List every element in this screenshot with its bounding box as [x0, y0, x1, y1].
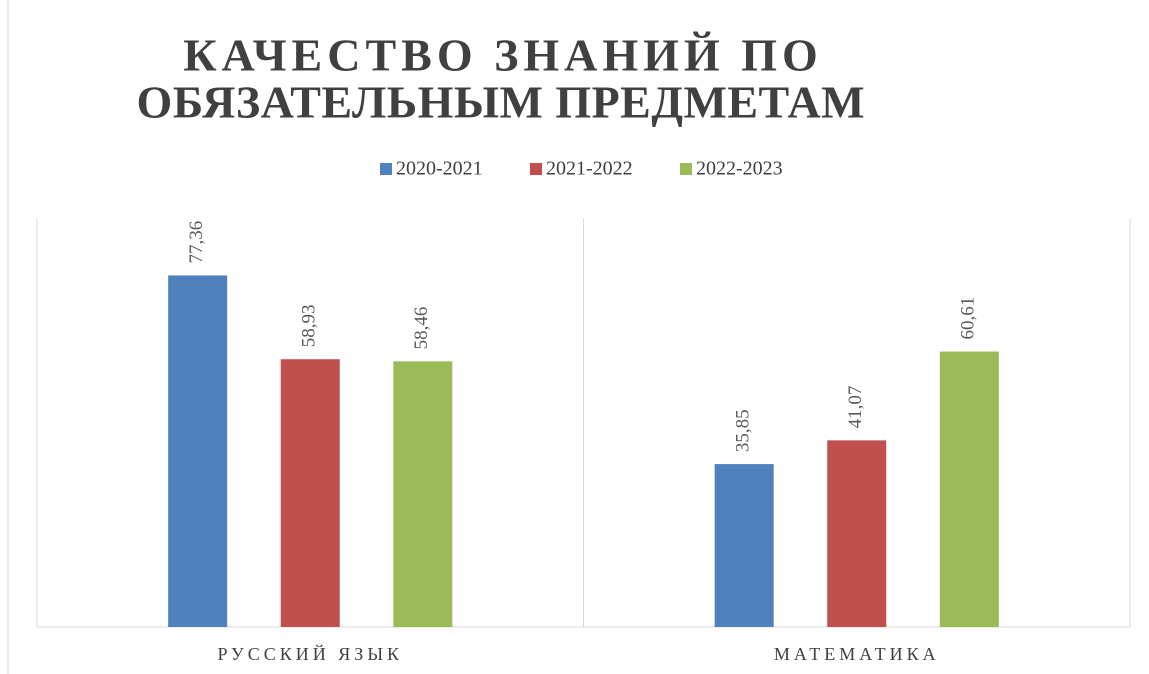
legend-label: 2022-2023	[696, 158, 783, 180]
bar	[714, 464, 774, 627]
x-tick-label: МАТЕМАТИКА	[774, 644, 940, 664]
bar	[168, 275, 228, 627]
bar	[393, 361, 453, 627]
bar	[827, 440, 887, 627]
legend-label: 2020-2021	[396, 158, 483, 180]
legend-swatch	[380, 163, 392, 175]
data-label: 58,93	[299, 304, 320, 347]
data-label: 58,46	[411, 307, 432, 350]
legend-swatch	[530, 163, 542, 175]
legend-label: 2021-2022	[546, 158, 633, 180]
data-label: 60,61	[958, 297, 979, 340]
x-tick-label: РУССКИЙ ЯЗЫК	[217, 644, 403, 664]
data-label: 77,36	[186, 221, 207, 264]
legend-swatch	[680, 163, 692, 175]
chart-title: ОБЯЗАТЕЛЬНЫМ ПРЕДМЕТАМ	[137, 77, 870, 128]
data-label: 41,07	[845, 386, 866, 429]
bar	[280, 359, 340, 627]
chart-title: КАЧЕСТВО ЗНАНИЙ ПО	[183, 30, 823, 81]
data-label: 35,85	[733, 409, 754, 452]
bar	[939, 351, 999, 627]
